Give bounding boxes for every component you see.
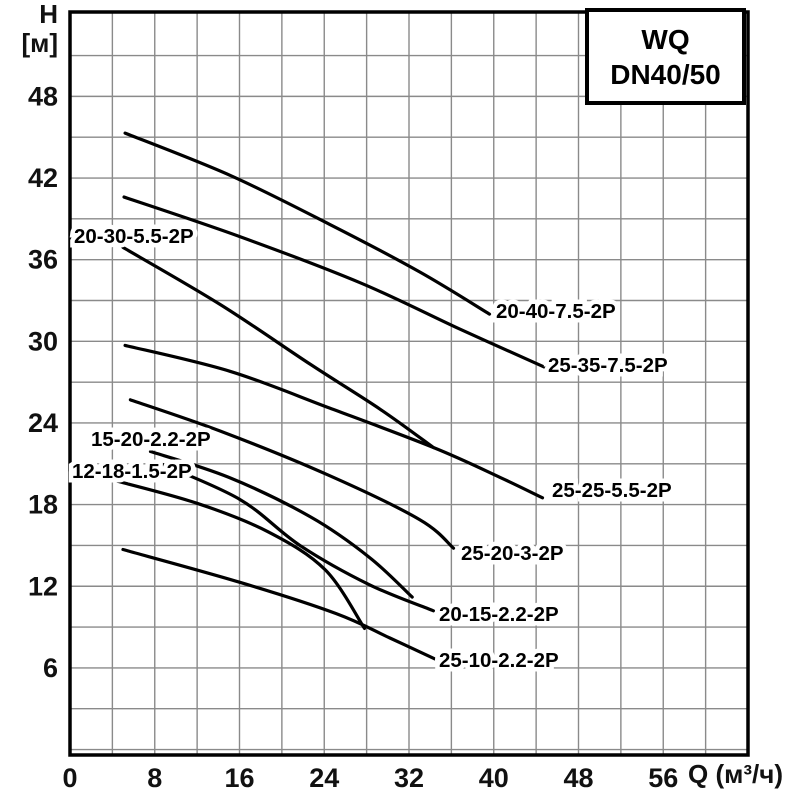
curve-label-halo: 20-40-7.5-2P	[496, 300, 616, 323]
chart-title-box: WQ DN40/50	[585, 8, 746, 105]
x-tick-label: 48	[563, 763, 593, 793]
y-tick-label: 42	[28, 163, 58, 193]
curve-12-18-1.5-2P	[111, 478, 367, 630]
curve-15-20-2.2-2P	[148, 449, 414, 599]
chart-title-size: DN40/50	[610, 58, 721, 90]
curve-label-25-10-2.2-2P: 25-10-2.2-2P	[439, 649, 559, 672]
curve-20-40-7.5-2P	[123, 131, 492, 316]
curve-25-20-3-2P	[128, 398, 456, 550]
y-tick-label: 12	[28, 571, 58, 601]
curve-25-25-5.5-2P	[123, 343, 545, 500]
curve-label-halo: 25-25-5.5-2P	[552, 479, 672, 502]
curve-label-25-20-3-2P: 25-20-3-2P	[461, 542, 564, 565]
curve-label-halo: 25-20-3-2P	[461, 542, 564, 565]
curve-label-15-20-2.2-2P: 15-20-2.2-2P	[91, 428, 211, 451]
curve-label-25-35-7.5-2P: 25-35-7.5-2P	[548, 354, 668, 377]
y-tick-label: 24	[28, 408, 58, 438]
curve-label-halo: 25-35-7.5-2P	[548, 354, 668, 377]
x-tick-label: 24	[309, 763, 339, 793]
curve-25-35-7.5-2P	[122, 195, 547, 369]
curve-label-halo: 20-15-2.2-2P	[439, 603, 559, 626]
plot-border	[68, 10, 750, 757]
x-tick-label: 16	[224, 763, 254, 793]
chart-title-series: WQ	[641, 23, 690, 55]
y-tick-label: 48	[28, 81, 58, 111]
curve-label-halo: 12-18-1.5-2P	[72, 460, 192, 483]
x-tick-label: 8	[147, 763, 162, 793]
y-axis-title-symbol: H	[39, 0, 58, 29]
curve-20-15-2.2-2P	[156, 460, 435, 613]
x-axis-title: Q (м³/ч)	[688, 759, 783, 789]
y-tick-label: 36	[28, 245, 58, 275]
curve-label-20-40-7.5-2P: 20-40-7.5-2P	[496, 300, 616, 323]
curve-label-20-30-5.5-2P: 20-30-5.5-2P	[74, 225, 194, 248]
x-tick-label: 56	[648, 763, 678, 793]
curve-label-25-25-5.5-2P: 25-25-5.5-2P	[552, 479, 672, 502]
y-axis-title-unit: [м]	[21, 27, 58, 58]
curve-label-halo: 25-10-2.2-2P	[439, 649, 559, 672]
curve-25-10-2.2-2P	[121, 547, 439, 662]
curve-label-halo: 15-20-2.2-2P	[91, 428, 211, 451]
y-tick-label: 6	[43, 653, 58, 683]
x-tick-label: 40	[479, 763, 509, 793]
x-tick-label: 0	[62, 763, 77, 793]
y-tick-label: 30	[28, 326, 58, 356]
curve-label-12-18-1.5-2P: 12-18-1.5-2P	[72, 460, 192, 483]
curve-20-30-5.5-2P	[121, 245, 435, 450]
x-tick-label: 32	[394, 763, 424, 793]
y-tick-label: 18	[28, 490, 58, 520]
curve-label-20-15-2.2-2P: 20-15-2.2-2P	[439, 603, 559, 626]
y-axis-title: H [м]	[0, 0, 66, 57]
curve-label-halo: 20-30-5.5-2P	[74, 225, 194, 248]
